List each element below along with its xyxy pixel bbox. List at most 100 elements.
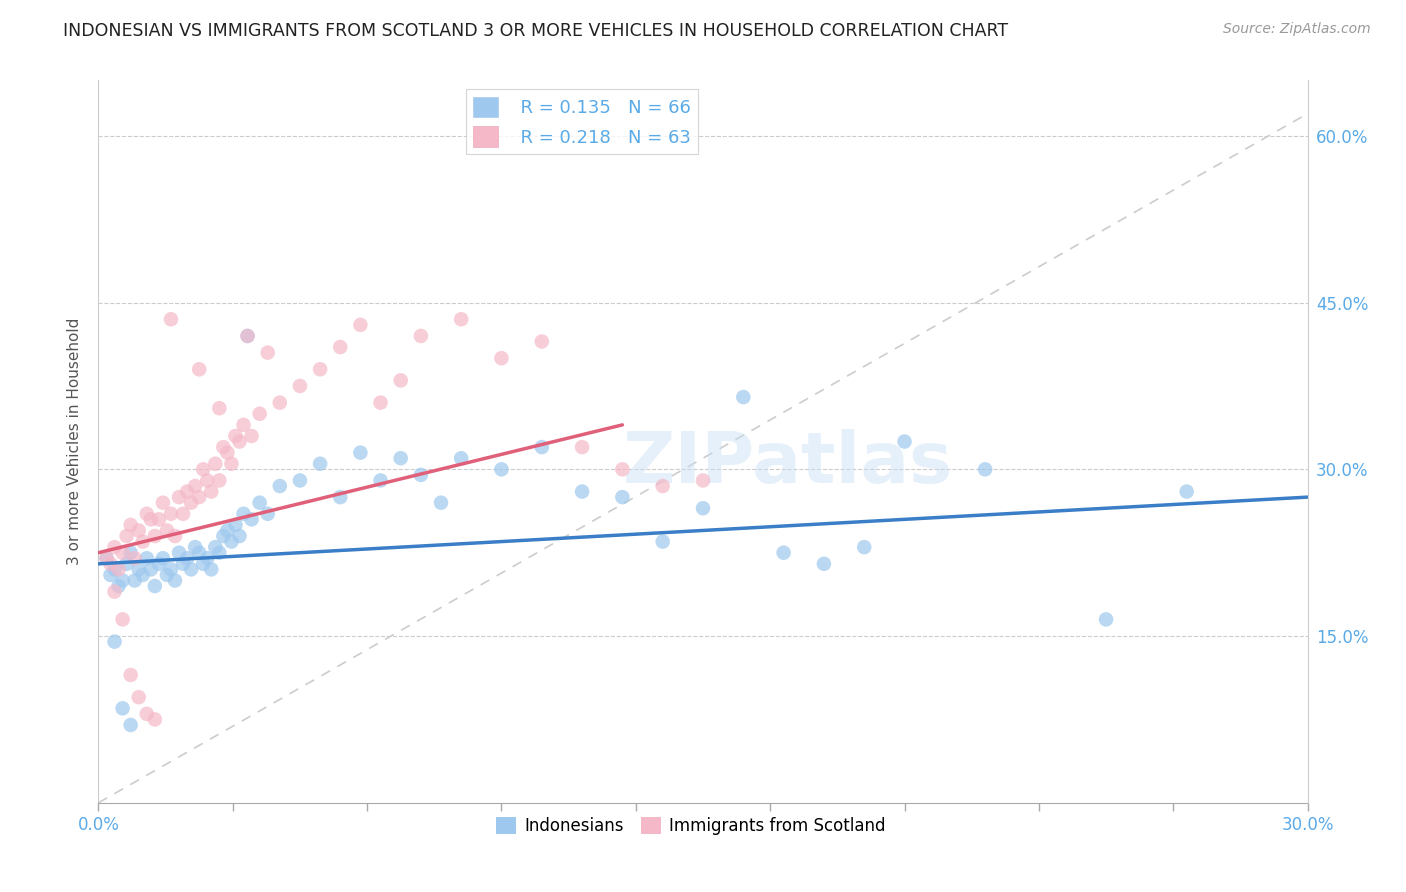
Point — [156, 568, 179, 582]
Point — [224, 429, 246, 443]
Point — [180, 562, 202, 576]
Point — [389, 451, 412, 466]
Point — [193, 557, 215, 571]
Point — [103, 584, 125, 599]
Point — [409, 329, 432, 343]
Point — [733, 390, 755, 404]
Y-axis label: 3 or more Vehicles in Household: 3 or more Vehicles in Household — [67, 318, 83, 566]
Point — [156, 524, 179, 538]
Point — [172, 557, 194, 571]
Point — [269, 479, 291, 493]
Point — [389, 373, 412, 387]
Point — [221, 457, 243, 471]
Point — [143, 529, 166, 543]
Legend: Indonesians, Immigrants from Scotland: Indonesians, Immigrants from Scotland — [489, 810, 893, 841]
Point — [256, 345, 278, 359]
Point — [530, 440, 553, 454]
Point — [409, 467, 432, 482]
Point — [107, 579, 129, 593]
Point — [217, 445, 239, 459]
Point — [240, 512, 263, 526]
Point — [813, 557, 835, 571]
Point — [853, 540, 876, 554]
Point — [269, 395, 291, 409]
Point — [111, 574, 134, 588]
Point — [111, 612, 134, 626]
Text: INDONESIAN VS IMMIGRANTS FROM SCOTLAND 3 OR MORE VEHICLES IN HOUSEHOLD CORRELATI: INDONESIAN VS IMMIGRANTS FROM SCOTLAND 3… — [63, 22, 1008, 40]
Point — [193, 462, 215, 476]
Point — [450, 312, 472, 326]
Point — [256, 507, 278, 521]
Point — [200, 562, 222, 576]
Point — [148, 557, 170, 571]
Point — [228, 529, 250, 543]
Point — [491, 462, 513, 476]
Point — [160, 507, 183, 521]
Point — [530, 334, 553, 349]
Point — [152, 496, 174, 510]
Point — [651, 479, 673, 493]
Point — [329, 490, 352, 504]
Point — [240, 429, 263, 443]
Point — [612, 490, 634, 504]
Point — [135, 507, 157, 521]
Point — [180, 496, 202, 510]
Point — [249, 496, 271, 510]
Point — [212, 529, 235, 543]
Point — [1175, 484, 1198, 499]
Point — [195, 474, 218, 488]
Point — [651, 534, 673, 549]
Point — [188, 546, 211, 560]
Point — [450, 451, 472, 466]
Point — [120, 718, 142, 732]
Point — [288, 474, 311, 488]
Point — [491, 351, 513, 366]
Point — [236, 329, 259, 343]
Point — [107, 562, 129, 576]
Point — [135, 706, 157, 721]
Point — [132, 568, 155, 582]
Point — [167, 490, 190, 504]
Point — [115, 557, 138, 571]
Point — [167, 546, 190, 560]
Point — [96, 551, 118, 566]
Point — [893, 434, 915, 449]
Point — [228, 434, 250, 449]
Point — [204, 457, 226, 471]
Point — [232, 507, 254, 521]
Point — [200, 484, 222, 499]
Point — [309, 362, 332, 376]
Point — [188, 362, 211, 376]
Point — [571, 440, 593, 454]
Text: Source: ZipAtlas.com: Source: ZipAtlas.com — [1223, 22, 1371, 37]
Point — [139, 562, 162, 576]
Point — [288, 379, 311, 393]
Point — [370, 395, 392, 409]
Point — [692, 501, 714, 516]
Point — [349, 445, 371, 459]
Point — [160, 312, 183, 326]
Point — [208, 401, 231, 416]
Point — [148, 512, 170, 526]
Point — [96, 551, 118, 566]
Point — [974, 462, 997, 476]
Point — [208, 546, 231, 560]
Point — [188, 490, 211, 504]
Point — [329, 340, 352, 354]
Point — [692, 474, 714, 488]
Point — [143, 713, 166, 727]
Point — [430, 496, 453, 510]
Point — [1095, 612, 1118, 626]
Point — [103, 540, 125, 554]
Point — [249, 407, 271, 421]
Point — [184, 479, 207, 493]
Point — [128, 524, 150, 538]
Point — [232, 417, 254, 432]
Point — [103, 634, 125, 648]
Point — [132, 534, 155, 549]
Point — [217, 524, 239, 538]
Point — [115, 529, 138, 543]
Point — [103, 562, 125, 576]
Point — [612, 462, 634, 476]
Point — [128, 562, 150, 576]
